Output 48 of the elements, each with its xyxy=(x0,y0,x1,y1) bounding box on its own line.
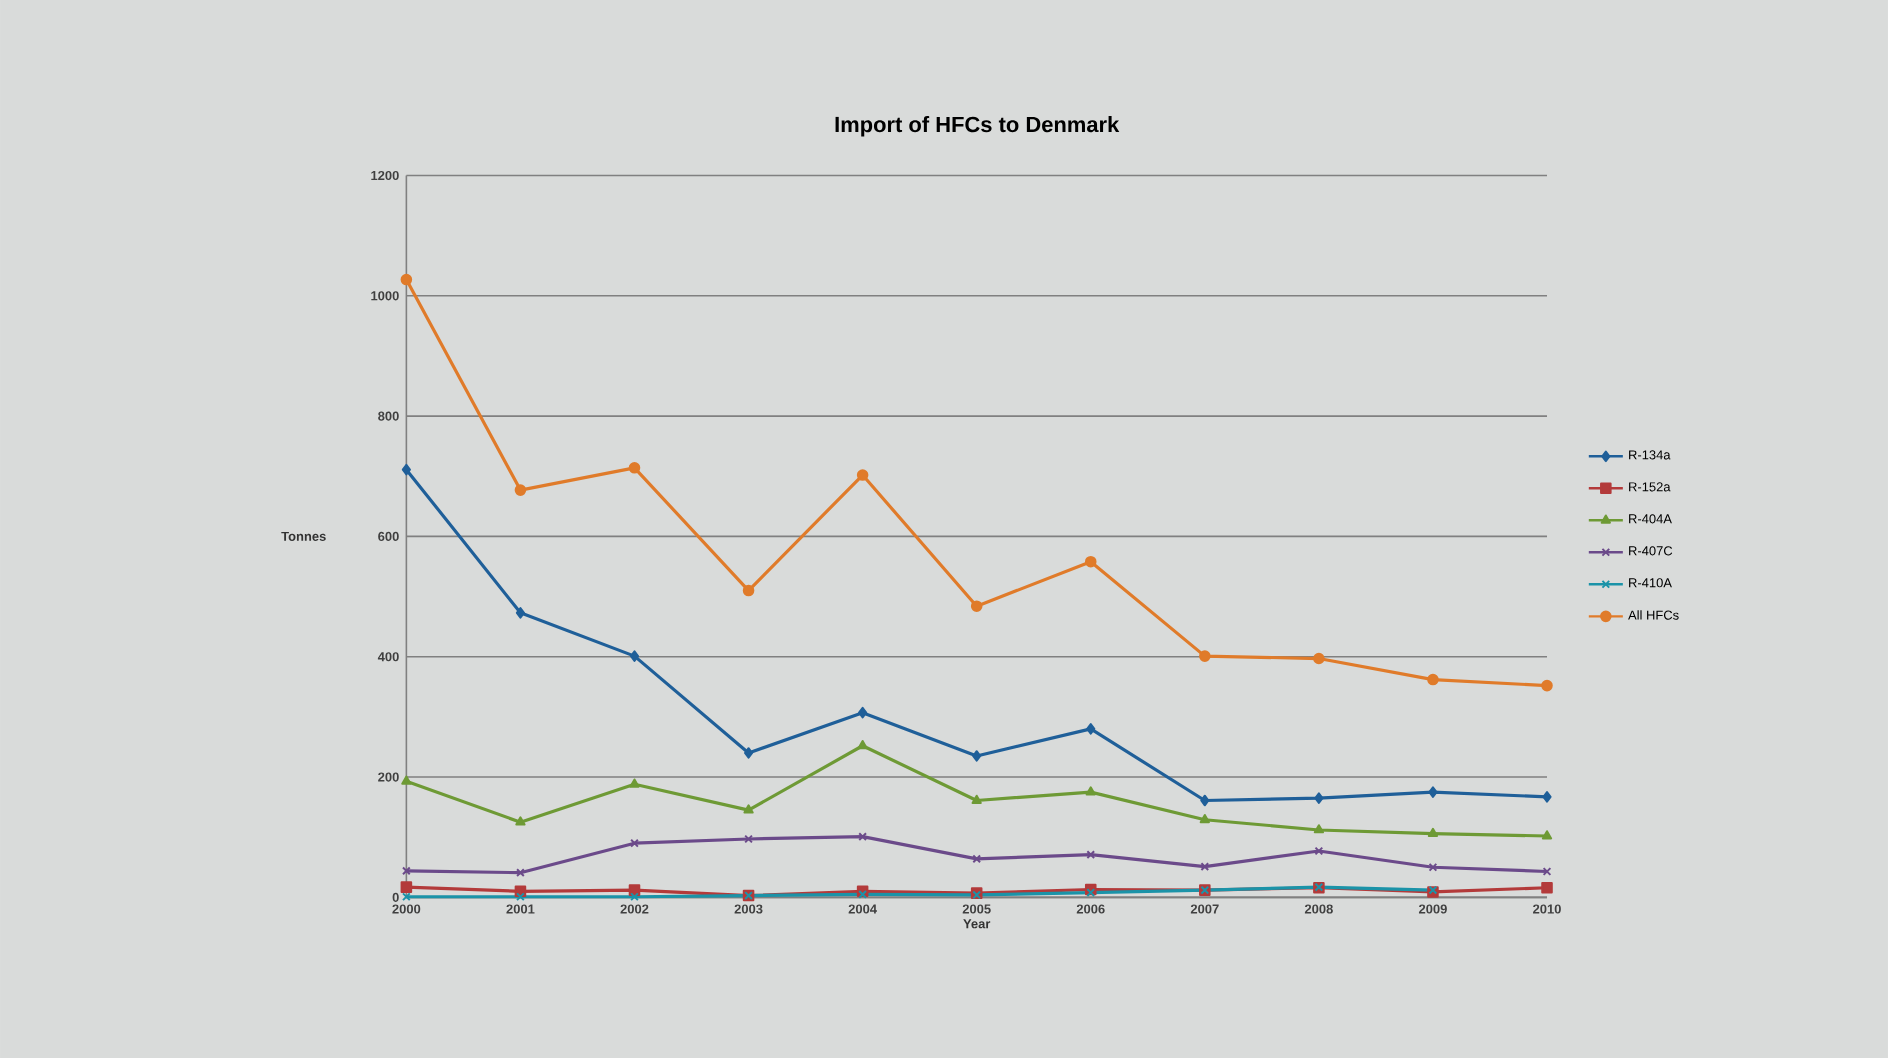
point xyxy=(401,775,412,785)
point xyxy=(1199,813,1210,823)
point xyxy=(516,891,525,901)
point xyxy=(1313,823,1325,833)
point xyxy=(628,461,641,474)
point xyxy=(1200,861,1210,871)
point xyxy=(401,463,411,475)
point xyxy=(1541,881,1553,894)
point xyxy=(1086,722,1096,735)
point xyxy=(744,834,753,843)
point xyxy=(1542,790,1552,803)
point xyxy=(971,794,982,804)
point xyxy=(1541,829,1553,839)
point xyxy=(970,599,983,612)
point xyxy=(629,649,640,662)
point xyxy=(628,883,641,896)
point xyxy=(400,880,413,893)
point xyxy=(1427,827,1439,837)
point xyxy=(743,803,754,814)
point xyxy=(858,831,868,841)
point xyxy=(972,854,982,863)
point xyxy=(630,891,639,901)
point xyxy=(1427,673,1439,685)
point xyxy=(1314,791,1324,804)
point xyxy=(972,749,982,762)
point xyxy=(514,483,527,496)
point xyxy=(1541,679,1553,691)
point xyxy=(1314,846,1324,855)
point xyxy=(1428,785,1438,798)
point xyxy=(857,739,868,749)
point xyxy=(516,867,525,877)
point xyxy=(630,838,639,848)
point xyxy=(742,584,755,596)
chart-title: Import of HFCs to Denmark xyxy=(835,115,1120,137)
point xyxy=(400,273,413,285)
point xyxy=(1313,652,1325,664)
point xyxy=(515,606,526,619)
point xyxy=(858,706,868,719)
point xyxy=(1428,862,1438,872)
point xyxy=(1084,555,1097,568)
point xyxy=(1086,849,1096,859)
point xyxy=(515,815,526,826)
point xyxy=(1200,794,1210,806)
point xyxy=(629,778,640,788)
point xyxy=(1085,785,1096,796)
point xyxy=(856,468,869,481)
point xyxy=(743,746,754,759)
point xyxy=(1199,649,1211,662)
